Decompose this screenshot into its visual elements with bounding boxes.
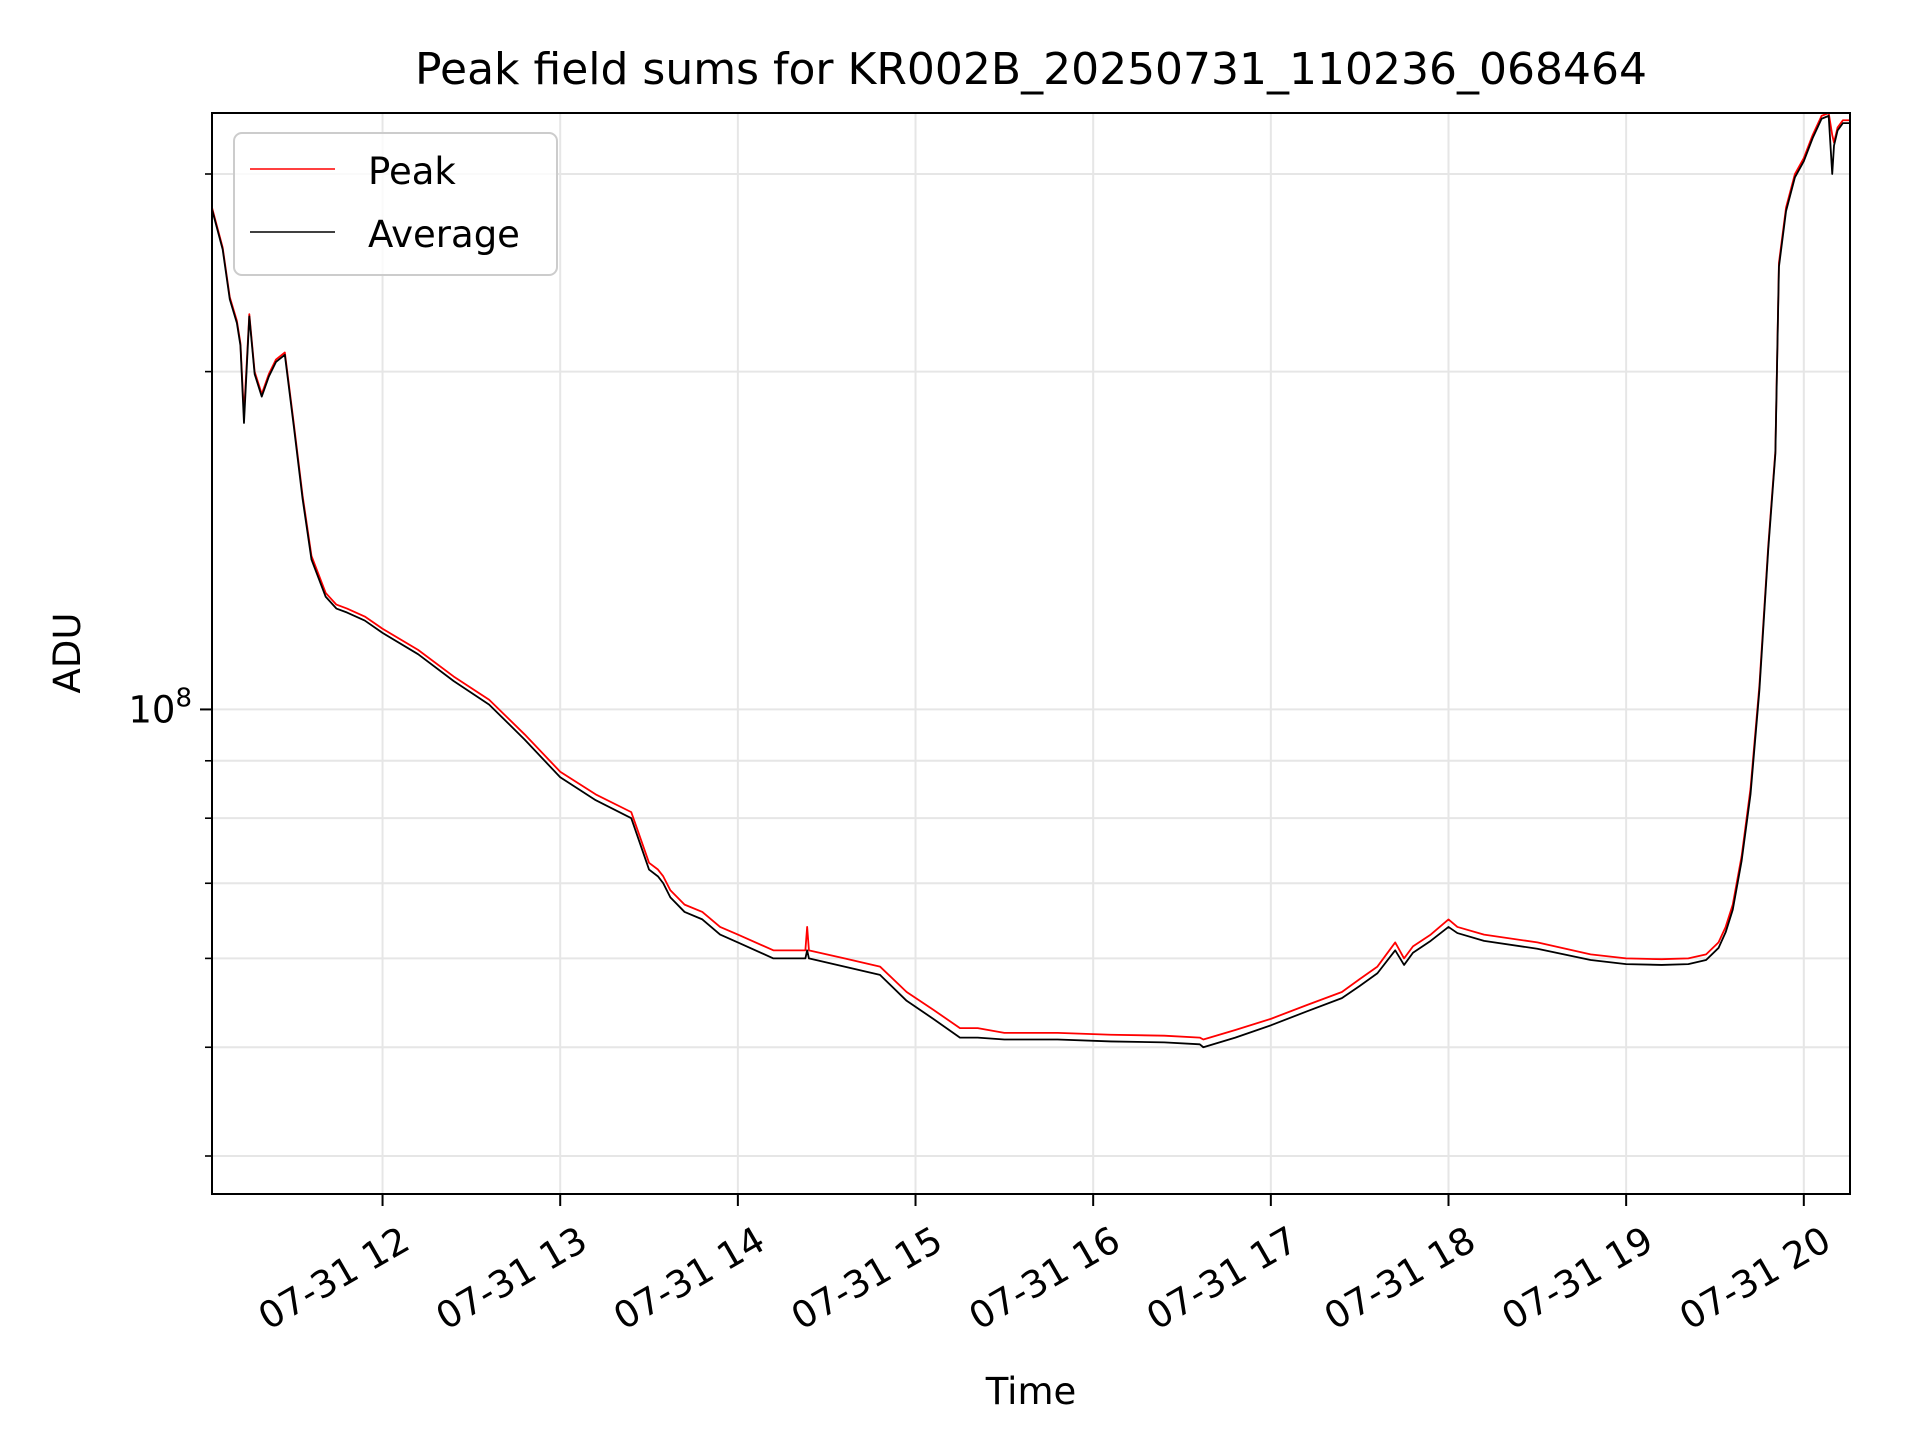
y-axis-label: ADU — [46, 613, 89, 694]
series-line-average — [211, 114, 1850, 1049]
chart-title: Peak field sums for KR002B_20250731_1102… — [415, 44, 1647, 95]
plot-frame — [211, 112, 1851, 1195]
grid-lines — [212, 113, 1850, 1194]
series-group — [211, 112, 1850, 1049]
legend: Peak Average — [233, 132, 558, 276]
x-axis-label: Time — [985, 1370, 1077, 1413]
y-tick-label: 108 — [128, 683, 192, 731]
legend-label-average: Average — [368, 213, 520, 256]
legend-label-peak: Peak — [368, 150, 456, 193]
